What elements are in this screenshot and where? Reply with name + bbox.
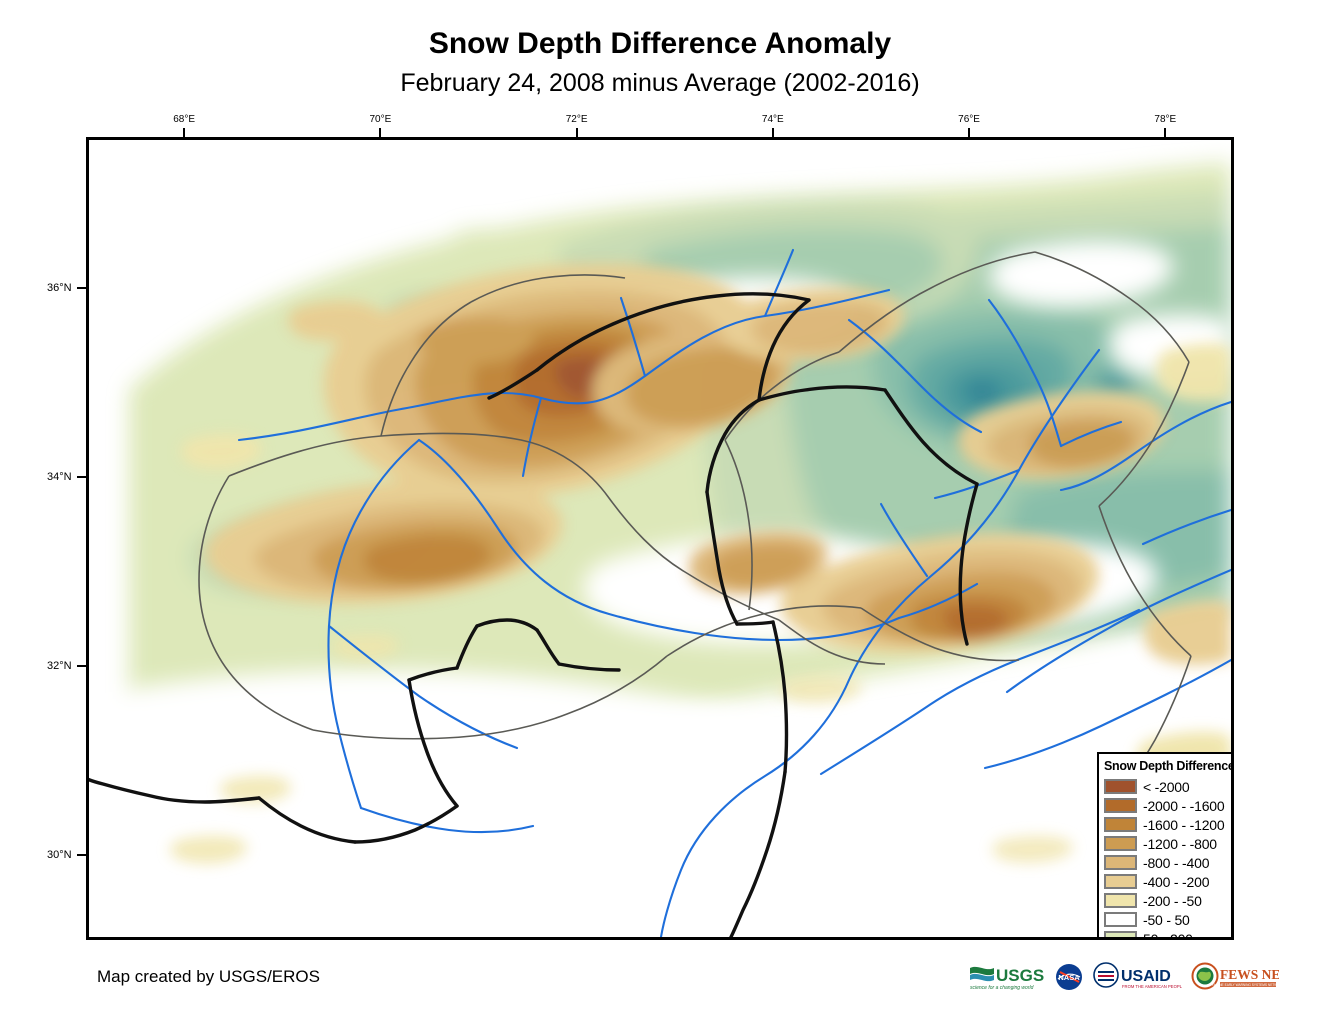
latitude-label: 34°N: [47, 471, 72, 484]
latitude-tick: [77, 665, 86, 668]
legend-row: -1600 - -1200: [1104, 815, 1231, 834]
legend-range-label: -2000 - -1600: [1143, 797, 1225, 814]
map-frame[interactable]: Snow Depth Difference (mm) < -2000 -2000 …: [86, 137, 1234, 940]
longitude-tick: [771, 128, 774, 137]
svg-text:NASA: NASA: [1058, 973, 1080, 982]
map-legend: Snow Depth Difference (mm) < -2000 -2000 …: [1097, 752, 1234, 940]
legend-color-swatch: [1104, 931, 1137, 937]
river-network: [237, 248, 1231, 937]
logo-bar: USGS science for a changing world NASA U…: [968, 960, 1279, 994]
longitude-label: 68°E: [173, 114, 196, 125]
legend-swatch-list: < -2000 -2000 - -1600 -1600 - -1200 -1200 -…: [1104, 777, 1231, 940]
legend-color-swatch: [1104, 817, 1137, 832]
longitude-tick: [968, 128, 971, 137]
latitude-tick: [77, 476, 86, 479]
title-block: Snow Depth Difference Anomaly February 2…: [0, 26, 1320, 100]
legend-range-label: -50 - 50: [1143, 911, 1190, 928]
fewsnet-logo[interactable]: FEWS NET FAMINE EARLY WARNING SYSTEMS NE…: [1191, 962, 1279, 992]
legend-color-swatch: [1104, 836, 1137, 851]
legend-row: -2000 - -1600: [1104, 796, 1231, 815]
svg-text:science for a changing world: science for a changing world: [970, 985, 1034, 991]
longitude-tick: [379, 128, 382, 137]
longitude-tick: [183, 128, 186, 137]
longitude-label: 78°E: [1154, 114, 1177, 125]
international-boundaries: [89, 292, 979, 937]
svg-text:FROM THE AMERICAN PEOPLE: FROM THE AMERICAN PEOPLE: [1122, 984, 1182, 989]
latitude-label: 36°N: [47, 282, 72, 295]
nasa-logo[interactable]: NASA: [1055, 962, 1083, 992]
legend-title: Snow Depth Difference (mm): [1104, 759, 1234, 773]
map-credit: Map created by USGS/EROS: [97, 967, 320, 986]
usgs-logo[interactable]: USGS science for a changing world: [968, 962, 1046, 992]
svg-text:USGS: USGS: [996, 966, 1044, 985]
legend-row: -400 - -200: [1104, 872, 1231, 891]
page-title: Snow Depth Difference Anomaly: [428, 27, 892, 60]
latitude-tick: [77, 287, 86, 290]
longitude-label: 72°E: [565, 114, 588, 125]
legend-color-swatch: [1104, 874, 1137, 889]
longitude-tick: [575, 128, 578, 137]
snow-depth-anomaly-raster: [89, 140, 1231, 937]
legend-range-label: 50 - 200: [1143, 930, 1193, 940]
latitude-tick: [77, 853, 86, 856]
legend-row: -800 - -400: [1104, 853, 1231, 872]
svg-text:USAID: USAID: [1121, 968, 1171, 985]
legend-color-swatch: [1104, 798, 1137, 813]
longitude-label: 76°E: [958, 114, 980, 125]
latitude-label: 32°N: [47, 660, 72, 673]
svg-text:FEWS NET: FEWS NET: [1220, 967, 1279, 982]
legend-range-label: -800 - -400: [1143, 854, 1210, 871]
legend-range-label: -400 - -200: [1143, 873, 1210, 890]
legend-color-swatch: [1104, 855, 1137, 870]
longitude-label: 70°E: [369, 114, 392, 125]
legend-color-swatch: [1104, 893, 1137, 908]
legend-row: -200 - -50: [1104, 891, 1231, 910]
legend-color-swatch: [1104, 912, 1137, 927]
page-subtitle: February 24, 2008 minus Average (2002-20…: [400, 69, 920, 97]
legend-row: -50 - 50: [1104, 910, 1231, 929]
usaid-logo[interactable]: USAID FROM THE AMERICAN PEOPLE: [1092, 962, 1182, 992]
legend-range-label: -1200 - -800: [1143, 835, 1217, 852]
svg-text:FAMINE EARLY WARNING SYSTEMS N: FAMINE EARLY WARNING SYSTEMS NETWORK: [1212, 983, 1279, 987]
legend-row: -1200 - -800: [1104, 834, 1231, 853]
admin-boundaries: [198, 251, 1216, 891]
legend-row: 50 - 200: [1104, 929, 1231, 940]
legend-color-swatch: [1104, 779, 1137, 794]
legend-range-label: < -2000: [1143, 778, 1190, 795]
legend-range-label: -200 - -50: [1143, 892, 1202, 909]
longitude-tick: [1164, 128, 1167, 137]
latitude-label: 30°N: [47, 848, 72, 861]
legend-row: < -2000: [1104, 777, 1231, 796]
legend-range-label: -1600 - -1200: [1143, 816, 1225, 833]
longitude-label: 74°E: [761, 114, 784, 125]
